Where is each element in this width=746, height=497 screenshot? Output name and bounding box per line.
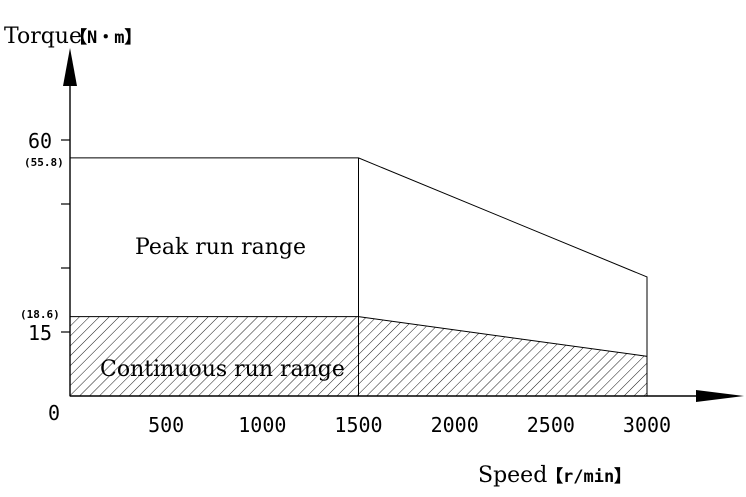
- x-tick-label-500: 500: [148, 413, 184, 437]
- minor-y-ticks: [61, 139, 70, 333]
- x-tick-label-2500: 2500: [527, 413, 575, 437]
- y-axis-arrow: [63, 48, 77, 86]
- y-tick-label-60: 60: [28, 129, 52, 153]
- continuous-run-range-label: Continuous run range: [100, 357, 345, 382]
- y-tick-label-15: 15: [28, 321, 52, 345]
- x-axis-label: Speed: [478, 463, 547, 488]
- x-axis-unit: 【r/min】: [546, 466, 631, 487]
- x-tick-label-1500: 1500: [334, 413, 382, 437]
- x-axis-arrow: [696, 390, 744, 402]
- x-tick-label-1000: 1000: [238, 413, 286, 437]
- x-axis-title: Speed 【r/min】: [478, 463, 631, 488]
- x-tick-label-2000: 2000: [431, 413, 479, 437]
- peak-run-range-label: Peak run range: [135, 235, 306, 260]
- x-tick-label-3000: 3000: [623, 413, 671, 437]
- x-tick-labels: 0 500 1000 1500 2000 2500 3000: [48, 401, 671, 437]
- continuous-value-annotation: (18.6): [20, 308, 60, 321]
- y-axis-unit: 【N・m】: [70, 27, 141, 48]
- y-axis-title: Torque 【N・m】: [4, 24, 141, 49]
- x-tick-label-0: 0: [48, 401, 60, 425]
- peak-value-annotation: (55.8): [24, 156, 64, 169]
- y-axis-label: Torque: [4, 24, 82, 49]
